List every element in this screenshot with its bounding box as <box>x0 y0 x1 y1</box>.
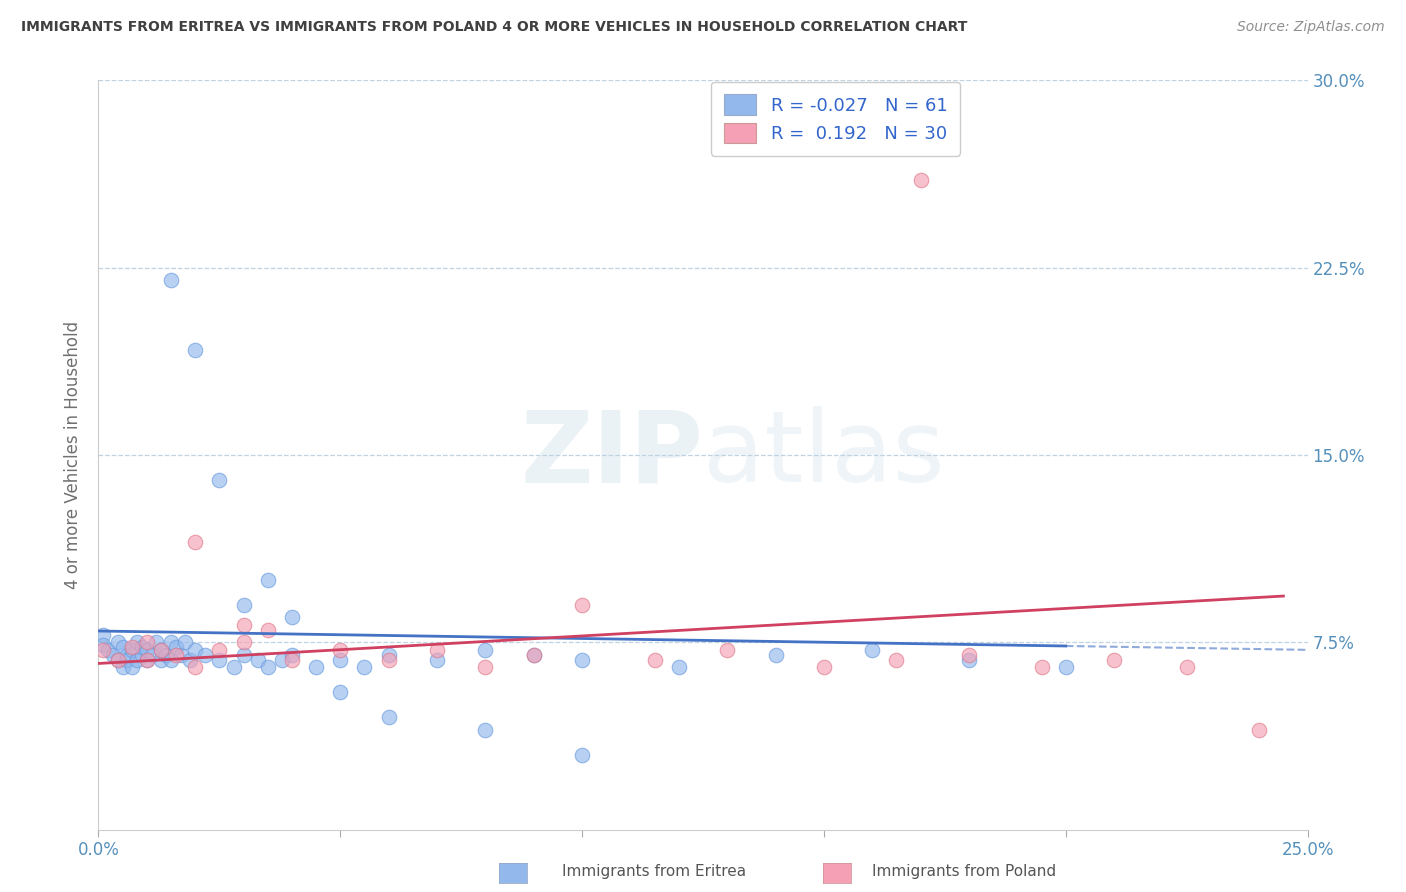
Point <box>426 642 449 657</box>
Point <box>184 535 207 549</box>
Point <box>160 635 183 649</box>
Point <box>141 648 163 662</box>
Point <box>256 623 278 637</box>
Point <box>377 653 399 667</box>
Point <box>111 660 134 674</box>
Point <box>101 648 124 662</box>
Point <box>91 628 114 642</box>
Point <box>107 653 129 667</box>
Text: atlas: atlas <box>703 407 945 503</box>
Point <box>111 640 134 655</box>
Point <box>668 660 690 674</box>
Point <box>232 635 254 649</box>
Point <box>127 635 149 649</box>
Point <box>329 653 352 667</box>
Point <box>281 653 304 667</box>
Point <box>305 660 328 674</box>
Point <box>135 653 157 667</box>
Point <box>179 653 201 667</box>
Point <box>121 640 143 655</box>
Point <box>135 653 157 667</box>
Point <box>145 635 167 649</box>
Point <box>155 648 177 662</box>
Point <box>121 660 143 674</box>
Point <box>644 653 666 667</box>
Point <box>860 642 883 657</box>
Text: ZIP: ZIP <box>520 407 703 503</box>
Point <box>194 648 217 662</box>
Point <box>160 653 183 667</box>
Point <box>765 648 787 662</box>
Point <box>353 660 375 674</box>
Point <box>426 653 449 667</box>
Point <box>1054 660 1077 674</box>
Point <box>523 648 546 662</box>
Point <box>150 642 173 657</box>
Point <box>256 660 278 674</box>
Point <box>150 642 173 657</box>
Point <box>107 653 129 667</box>
Point <box>256 573 278 587</box>
Point <box>135 642 157 657</box>
Point <box>160 273 183 287</box>
Point <box>208 653 231 667</box>
Point <box>232 598 254 612</box>
Point <box>1102 653 1125 667</box>
Point <box>571 653 593 667</box>
Y-axis label: 4 or more Vehicles in Household: 4 or more Vehicles in Household <box>65 321 83 589</box>
Point <box>247 653 270 667</box>
Point <box>281 610 304 624</box>
Point <box>957 648 980 662</box>
Point <box>127 653 149 667</box>
Point <box>107 635 129 649</box>
Point <box>813 660 835 674</box>
Point <box>169 648 191 662</box>
Point <box>716 642 738 657</box>
Legend: R = -0.027   N = 61, R =  0.192   N = 30: R = -0.027 N = 61, R = 0.192 N = 30 <box>711 82 960 156</box>
Point <box>91 642 114 657</box>
Point <box>121 642 143 657</box>
Point <box>1249 723 1271 737</box>
Text: Immigrants from Poland: Immigrants from Poland <box>872 864 1056 879</box>
Point <box>571 598 593 612</box>
Point <box>91 638 114 652</box>
Point <box>165 640 187 655</box>
Point <box>208 473 231 487</box>
Point <box>523 648 546 662</box>
Text: IMMIGRANTS FROM ERITREA VS IMMIGRANTS FROM POLAND 4 OR MORE VEHICLES IN HOUSEHOL: IMMIGRANTS FROM ERITREA VS IMMIGRANTS FR… <box>21 20 967 34</box>
Point <box>208 642 231 657</box>
Point <box>1031 660 1053 674</box>
Point <box>117 653 139 667</box>
Point <box>281 648 304 662</box>
Point <box>329 642 352 657</box>
Point <box>150 653 173 667</box>
Point <box>135 635 157 649</box>
Point <box>271 653 294 667</box>
Point <box>1175 660 1198 674</box>
Point <box>329 685 352 699</box>
Point <box>474 642 496 657</box>
Point <box>222 660 245 674</box>
Point <box>174 635 197 649</box>
Point <box>184 343 207 357</box>
Point <box>571 747 593 762</box>
Point <box>377 710 399 724</box>
Point <box>232 617 254 632</box>
Text: Source: ZipAtlas.com: Source: ZipAtlas.com <box>1237 20 1385 34</box>
Point <box>165 648 187 662</box>
Point <box>886 653 908 667</box>
Point <box>97 642 120 657</box>
Point <box>232 648 254 662</box>
Point <box>131 648 153 662</box>
Point <box>474 660 496 674</box>
Point <box>957 653 980 667</box>
Text: Immigrants from Eritrea: Immigrants from Eritrea <box>562 864 747 879</box>
Point <box>131 640 153 655</box>
Point <box>377 648 399 662</box>
Point <box>184 642 207 657</box>
Point <box>910 173 932 187</box>
Point <box>117 648 139 662</box>
Point <box>474 723 496 737</box>
Point <box>184 660 207 674</box>
